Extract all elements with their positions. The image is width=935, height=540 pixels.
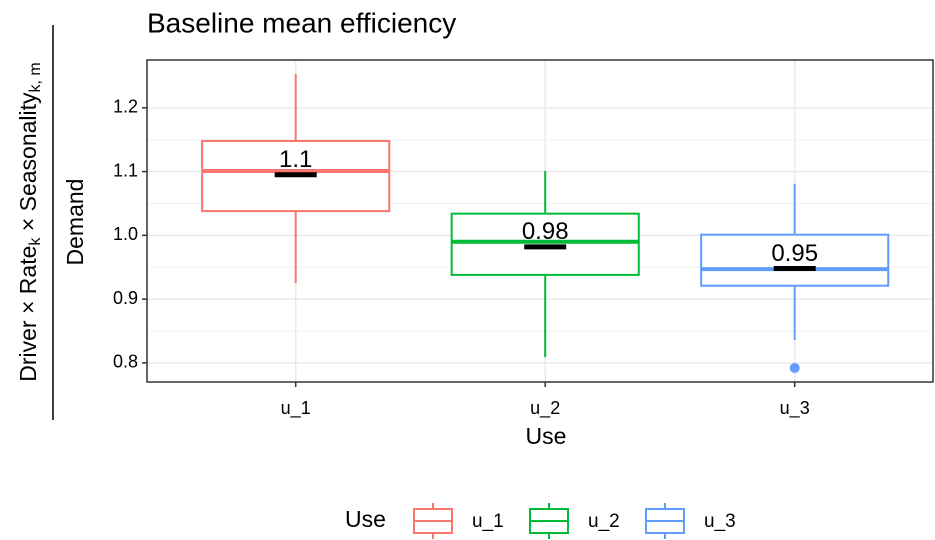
mean-label: 0.98 bbox=[522, 218, 569, 245]
x-tick-label: u_1 bbox=[281, 398, 311, 419]
x-axis-title: Use bbox=[526, 423, 567, 449]
panel-border bbox=[146, 59, 934, 383]
legend-title: Use bbox=[345, 506, 386, 532]
subscript: k bbox=[27, 237, 44, 246]
chart-title: Baseline mean efficiency bbox=[147, 7, 456, 38]
y-axis-outer-title: Driver × Ratek × Seasonalityk, m bbox=[15, 62, 44, 381]
y-tick-label: 1.2 bbox=[113, 97, 138, 117]
mean-label: 0.95 bbox=[771, 240, 818, 267]
legend-label: u_3 bbox=[704, 511, 736, 532]
legend-label: u_1 bbox=[472, 511, 504, 532]
legend-label: u_2 bbox=[588, 511, 620, 532]
box bbox=[700, 233, 890, 287]
x-tick-label: u_3 bbox=[780, 398, 810, 419]
mean-label: 1.1 bbox=[279, 146, 312, 173]
y-tick-label: 1.1 bbox=[113, 160, 138, 180]
outlier bbox=[789, 362, 800, 373]
x-tick-label: u_2 bbox=[530, 398, 560, 419]
y-tick-label: 0.8 bbox=[113, 352, 138, 372]
box bbox=[450, 212, 640, 276]
subscript: k, m bbox=[27, 62, 44, 92]
y-tick-label: 0.9 bbox=[113, 288, 138, 308]
label-part: × Seasonality bbox=[15, 92, 41, 238]
label-part: Driver × Rate bbox=[15, 246, 41, 382]
y-tick-label: 1.0 bbox=[113, 224, 138, 244]
y-axis-title: Demand bbox=[62, 179, 88, 266]
